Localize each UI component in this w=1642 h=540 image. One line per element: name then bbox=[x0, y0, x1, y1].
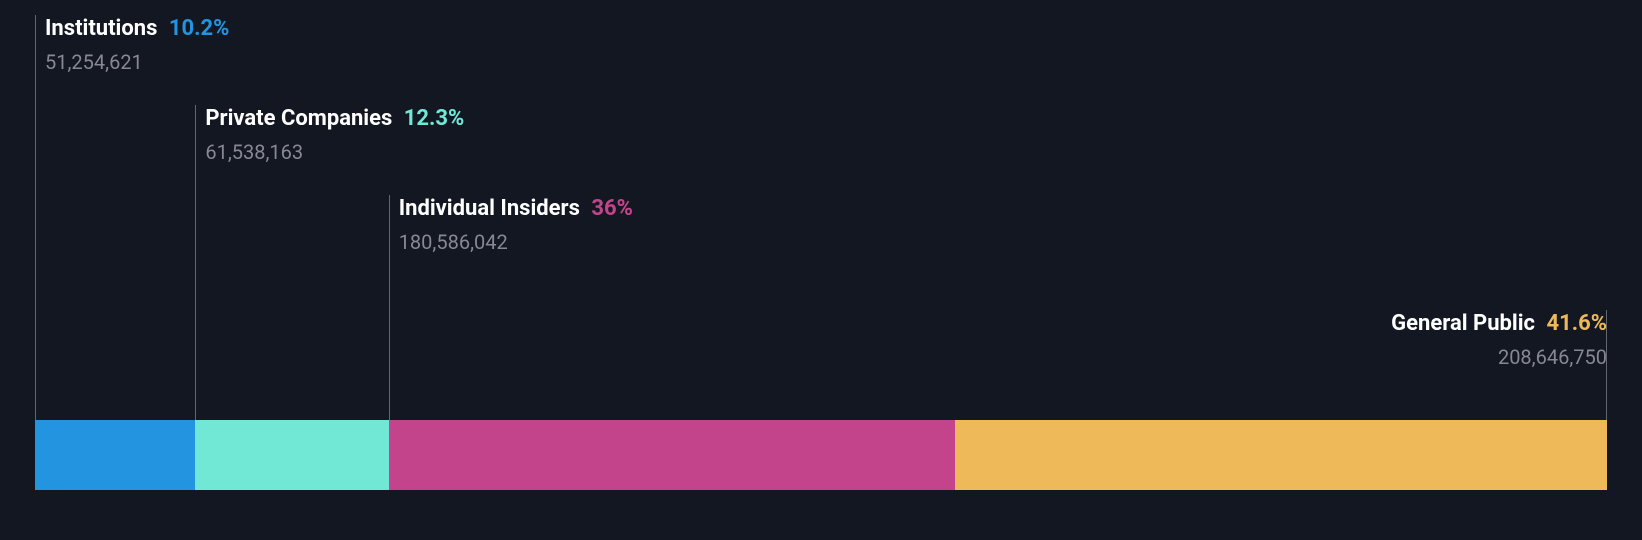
chart-labels-area: Institutions 10.2% 51,254,621 Private Co… bbox=[35, 15, 1607, 420]
segment-percent: 10.2% bbox=[169, 16, 230, 41]
segment-title: Institutions 10.2% bbox=[45, 15, 229, 44]
ownership-breakdown-chart: Institutions 10.2% 51,254,621 Private Co… bbox=[35, 15, 1607, 510]
segment-value: 61,538,163 bbox=[205, 140, 464, 164]
segment-label-individual-insiders: Individual Insiders 36% 180,586,042 bbox=[399, 195, 633, 254]
bar-segment-institutions bbox=[35, 420, 195, 490]
segment-name: Private Companies bbox=[205, 106, 392, 131]
segment-name: General Public bbox=[1391, 311, 1535, 336]
segment-title: Individual Insiders 36% bbox=[399, 195, 633, 224]
segment-label-general-public: General Public 41.6% 208,646,750 bbox=[1391, 310, 1607, 369]
segment-name: Institutions bbox=[45, 16, 157, 41]
leader-line bbox=[35, 15, 36, 420]
bar-segment-individual-insiders bbox=[389, 420, 955, 490]
segment-percent: 36% bbox=[591, 196, 633, 221]
segment-title: Private Companies 12.3% bbox=[205, 105, 464, 134]
segment-value: 208,646,750 bbox=[1391, 345, 1607, 369]
leader-line bbox=[389, 195, 390, 420]
segment-value: 51,254,621 bbox=[45, 50, 229, 74]
segment-label-private-companies: Private Companies 12.3% 61,538,163 bbox=[205, 105, 464, 164]
bar-segment-private-companies bbox=[195, 420, 388, 490]
segment-value: 180,586,042 bbox=[399, 230, 633, 254]
bar-segment-general-public bbox=[955, 420, 1607, 490]
segment-percent: 12.3% bbox=[404, 106, 465, 131]
leader-line bbox=[195, 105, 196, 420]
stacked-bar bbox=[35, 420, 1607, 490]
segment-percent: 41.6% bbox=[1546, 311, 1607, 336]
segment-title: General Public 41.6% bbox=[1391, 310, 1607, 339]
segment-name: Individual Insiders bbox=[399, 196, 580, 221]
segment-label-institutions: Institutions 10.2% 51,254,621 bbox=[45, 15, 229, 74]
